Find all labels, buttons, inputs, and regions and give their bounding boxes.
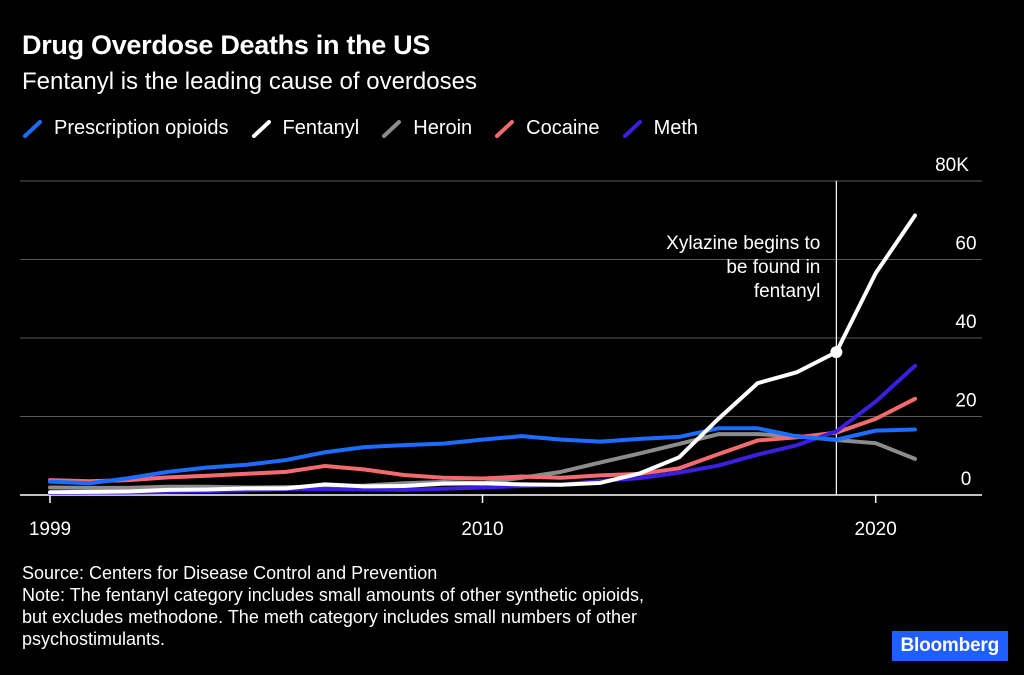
x-tick-label: 2020 [855,519,897,540]
series-line-meth [48,363,917,496]
y-tick-label: 60 [955,234,976,255]
y-tick-label: 0 [961,469,972,490]
legend-swatch [495,119,515,138]
series-line-prescription-opioids [48,426,917,486]
line-chart: 0 20 40 60 80K 1999 2010 2020 Xylazine begins … [20,155,982,540]
y-tick-label: 80K [935,155,969,176]
series-line-cocaine [48,396,917,484]
y-tick-label: 40 [955,312,976,333]
legend-label: Prescription opioids [54,117,229,139]
bloomberg-logo: Bloomberg [891,631,1008,661]
note-line-1: Note: The fentanyl category includes sma… [22,585,645,605]
legend-label: Meth [653,117,699,139]
x-tick-label: 1999 [29,519,71,540]
legend-swatch [382,119,402,138]
annotation-text-line: fentanyl [754,281,821,302]
legend-item-cocaine: Cocaine [494,117,600,140]
legend-label: Fentanyl [282,117,360,139]
annotation-marker [830,346,843,359]
legend-item-fentanyl: Fentanyl [251,117,360,140]
annotation-marker-layer [830,346,843,359]
annotation-text-line: be found in [726,257,820,278]
legend-label: Cocaine [526,117,600,139]
y-tick-label: 20 [955,391,976,412]
chart-subtitle: Fentanyl is the leading cause of overdos… [22,68,477,95]
footer: Source: Centers for Disease Control and … [22,562,802,650]
legend: Prescription opioids Fentanyl Heroin Cocain… [22,117,720,140]
series-lines [48,213,917,496]
legend-item-prescription-opioids: Prescription opioids [22,117,229,140]
legend-swatch [622,119,642,138]
legend-label: Heroin [413,117,473,139]
y-axis-ticks: 0 20 40 60 80K [935,155,976,490]
x-axis-ticks: 1999 2010 2020 [29,495,897,540]
chart-title: Drug Overdose Deaths in the US [22,30,431,60]
legend-item-meth: Meth [622,117,698,140]
legend-swatch [251,119,271,138]
note-line-3: psychostimulants. [22,629,166,649]
series-line-fentanyl [48,213,917,495]
source-note: Source: Centers for Disease Control and … [22,563,438,583]
annotation-text-line: Xylazine begins to [666,233,820,254]
note-line-2: but excludes methodone. The meth categor… [22,607,638,627]
x-tick-label: 2010 [461,519,503,540]
legend-item-heroin: Heroin [381,117,472,140]
gridlines [20,180,982,496]
annotation: Xylazine begins to be found in fentanyl [666,181,837,495]
legend-swatch [23,119,42,138]
